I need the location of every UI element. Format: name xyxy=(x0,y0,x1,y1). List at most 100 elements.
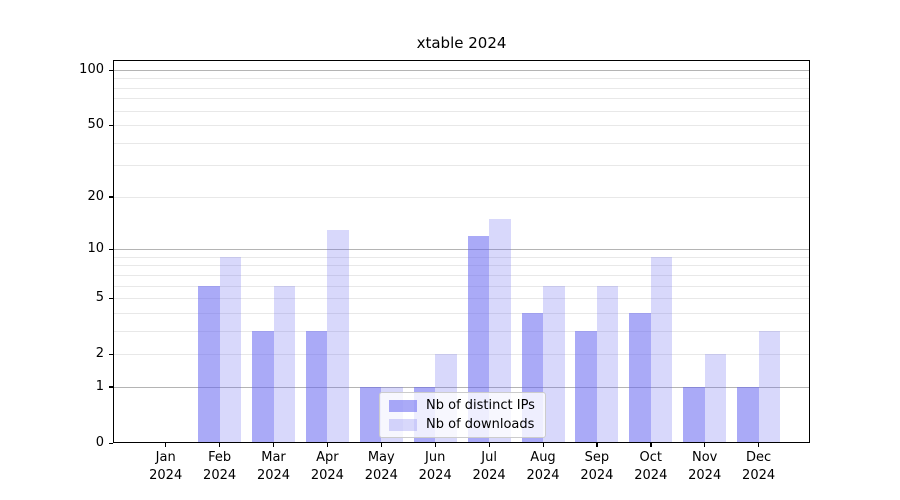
x-label-month: Aug xyxy=(530,450,556,465)
legend-item-distinct-ips: Nb of distinct IPs xyxy=(389,398,535,413)
x-tick-label-feb: Feb 2024 xyxy=(184,449,256,485)
minor-gridline-9 xyxy=(113,256,810,258)
x-label-year: 2024 xyxy=(580,468,614,483)
bar-distinct-ips-nov xyxy=(683,386,705,443)
x-tick-label-aug: Aug 2024 xyxy=(507,449,579,485)
x-tick-label-jan: Jan 2024 xyxy=(130,449,202,485)
x-tick-apr xyxy=(326,443,329,447)
minor-gridline-90 xyxy=(113,78,810,80)
x-label-month: Jun xyxy=(425,450,446,465)
minor-gridline-40 xyxy=(113,142,810,144)
x-tick-label-may: May 2024 xyxy=(345,449,417,485)
legend-label-distinct-ips: Nb of distinct IPs xyxy=(426,398,535,413)
minor-gridline-7 xyxy=(113,274,810,276)
x-label-year: 2024 xyxy=(526,468,560,483)
minor-gridline-70 xyxy=(113,98,810,100)
minor-gridline-80 xyxy=(113,87,810,89)
minor-gridline-4 xyxy=(113,312,810,314)
x-tick-oct xyxy=(650,443,652,447)
legend-label-downloads: Nb of downloads xyxy=(426,417,535,432)
x-label-year: 2024 xyxy=(203,468,237,483)
bar-downloads-jul xyxy=(489,218,511,443)
x-tick-mar xyxy=(273,443,275,447)
x-tick-label-jun: Jun 2024 xyxy=(399,449,471,485)
x-tick-label-nov: Nov 2024 xyxy=(669,449,741,485)
x-tick-label-sep: Sep 2024 xyxy=(561,449,633,485)
minor-gridline-30 xyxy=(113,165,810,167)
minor-gridline-5 xyxy=(113,298,810,300)
x-tick-dec xyxy=(758,443,760,447)
x-label-year: 2024 xyxy=(310,468,344,483)
x-tick-feb xyxy=(219,443,221,447)
y-tick-label-10: 10 xyxy=(87,241,104,257)
y-tick-2 xyxy=(109,353,113,355)
x-label-year: 2024 xyxy=(418,468,452,483)
major-gridline-1 xyxy=(113,386,810,388)
y-tick-label-0: 0 xyxy=(95,435,104,450)
bar-downloads-sep xyxy=(596,285,619,443)
x-label-month: Nov xyxy=(692,450,718,465)
bar-distinct-ips-feb xyxy=(198,285,220,443)
bar-downloads-feb xyxy=(219,256,242,443)
x-tick-label-mar: Mar 2024 xyxy=(238,449,310,485)
major-gridline-100 xyxy=(113,70,810,71)
x-label-year: 2024 xyxy=(634,468,668,483)
y-tick-label-50: 50 xyxy=(87,117,104,133)
bar-distinct-ips-mar xyxy=(252,330,274,443)
bar-downloads-mar xyxy=(273,285,295,443)
x-label-month: Feb xyxy=(208,450,232,465)
x-label-month: Sep xyxy=(584,450,610,465)
y-tick-0 xyxy=(109,442,113,444)
x-label-month: Jan xyxy=(155,450,176,465)
x-label-month: Dec xyxy=(746,450,772,465)
x-label-month: Jul xyxy=(481,450,497,465)
minor-gridline-20 xyxy=(113,196,810,198)
x-label-year: 2024 xyxy=(149,468,183,483)
bar-distinct-ips-oct xyxy=(629,312,651,443)
legend-swatch-downloads xyxy=(389,418,417,431)
x-label-month: Apr xyxy=(316,450,339,465)
bar-downloads-oct xyxy=(650,256,673,443)
minor-gridline-50 xyxy=(113,125,810,127)
minor-gridline-2 xyxy=(113,354,810,356)
x-tick-label-dec: Dec 2024 xyxy=(723,449,795,485)
plot-area xyxy=(113,60,810,443)
x-tick-aug xyxy=(542,443,544,447)
y-tick-label-20: 20 xyxy=(87,188,104,204)
x-tick-label-apr: Apr 2024 xyxy=(291,449,363,485)
x-tick-nov xyxy=(704,443,706,447)
minor-gridline-6 xyxy=(113,285,810,287)
x-label-year: 2024 xyxy=(688,468,722,483)
x-tick-jul xyxy=(488,443,490,447)
bar-distinct-ips-jul xyxy=(467,235,490,443)
bar-downloads-aug xyxy=(543,285,565,443)
y-tick-label-100: 100 xyxy=(79,62,104,77)
y-tick-label-5: 5 xyxy=(95,290,104,306)
bar-distinct-ips-sep xyxy=(575,330,597,443)
x-label-month: May xyxy=(367,450,395,465)
x-tick-may xyxy=(380,443,383,447)
bar-downloads-nov xyxy=(704,354,727,443)
x-tick-sep xyxy=(596,443,598,447)
x-label-year: 2024 xyxy=(472,468,506,483)
minor-gridline-3 xyxy=(113,330,810,332)
legend: Nb of distinct IPs Nb of downloads xyxy=(379,392,546,438)
minor-gridline-8 xyxy=(113,265,810,267)
bar-distinct-ips-dec xyxy=(737,386,759,443)
x-tick-label-jul: Jul 2024 xyxy=(453,449,525,485)
chart-title: xtable 2024 xyxy=(416,34,507,52)
y-tick-1 xyxy=(109,386,113,388)
x-label-year: 2024 xyxy=(256,468,291,483)
x-label-month: Mar xyxy=(261,450,286,465)
y-tick-20 xyxy=(109,196,113,198)
y-tick-50 xyxy=(109,124,113,127)
bar-distinct-ips-may xyxy=(359,386,382,443)
x-tick-label-oct: Oct 2024 xyxy=(615,449,687,485)
x-label-year: 2024 xyxy=(742,468,776,483)
x-label-month: Oct xyxy=(639,450,663,465)
x-tick-jan xyxy=(165,443,167,447)
legend-swatch-distinct-ips xyxy=(389,399,417,412)
bar-distinct-ips-apr xyxy=(305,330,328,443)
legend-item-downloads: Nb of downloads xyxy=(389,417,535,432)
